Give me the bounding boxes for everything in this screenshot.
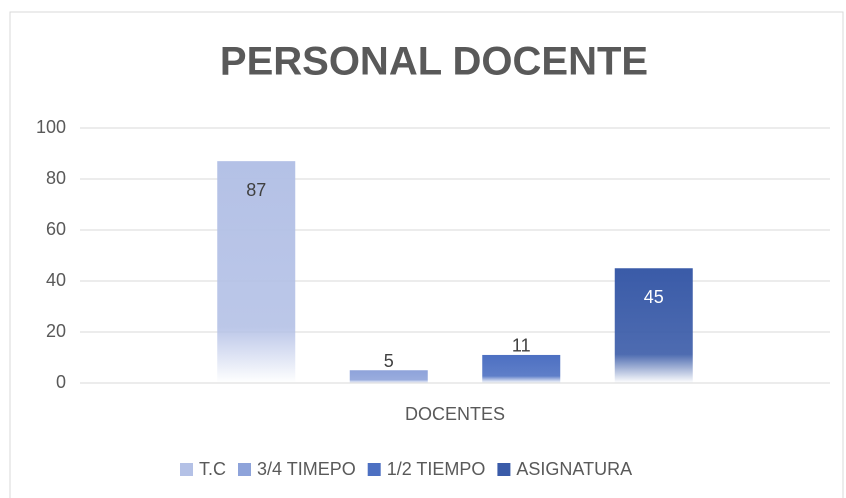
- bar: [349, 370, 428, 383]
- legend-label: 3/4 TIMEPO: [257, 459, 356, 479]
- chart-title: PERSONAL DOCENTE: [220, 40, 648, 84]
- legend-label: 1/2 TIEMPO: [387, 459, 486, 479]
- data-label: 5: [384, 351, 394, 371]
- legend-label: ASIGNATURA: [516, 459, 632, 479]
- x-tick-label: DOCENTES: [405, 404, 505, 424]
- bar: [614, 268, 693, 383]
- legend-swatch: [180, 463, 193, 476]
- legend-label: T.C: [199, 459, 226, 479]
- legend-swatch: [497, 463, 511, 476]
- y-tick-label: 40: [46, 270, 66, 290]
- y-tick-label: 20: [46, 321, 66, 341]
- y-tick-label: 100: [36, 117, 66, 137]
- legend-swatch: [367, 463, 381, 476]
- data-label: 45: [644, 287, 664, 307]
- bar: [217, 161, 296, 383]
- data-label: 11: [512, 336, 531, 356]
- y-tick-label: 80: [46, 168, 66, 188]
- chart-border: [9, 11, 844, 498]
- data-label: 87: [246, 180, 266, 200]
- legend-swatch: [238, 463, 251, 476]
- y-tick-label: 60: [46, 219, 66, 239]
- bar: [482, 354, 561, 383]
- y-tick-label: 0: [56, 372, 66, 392]
